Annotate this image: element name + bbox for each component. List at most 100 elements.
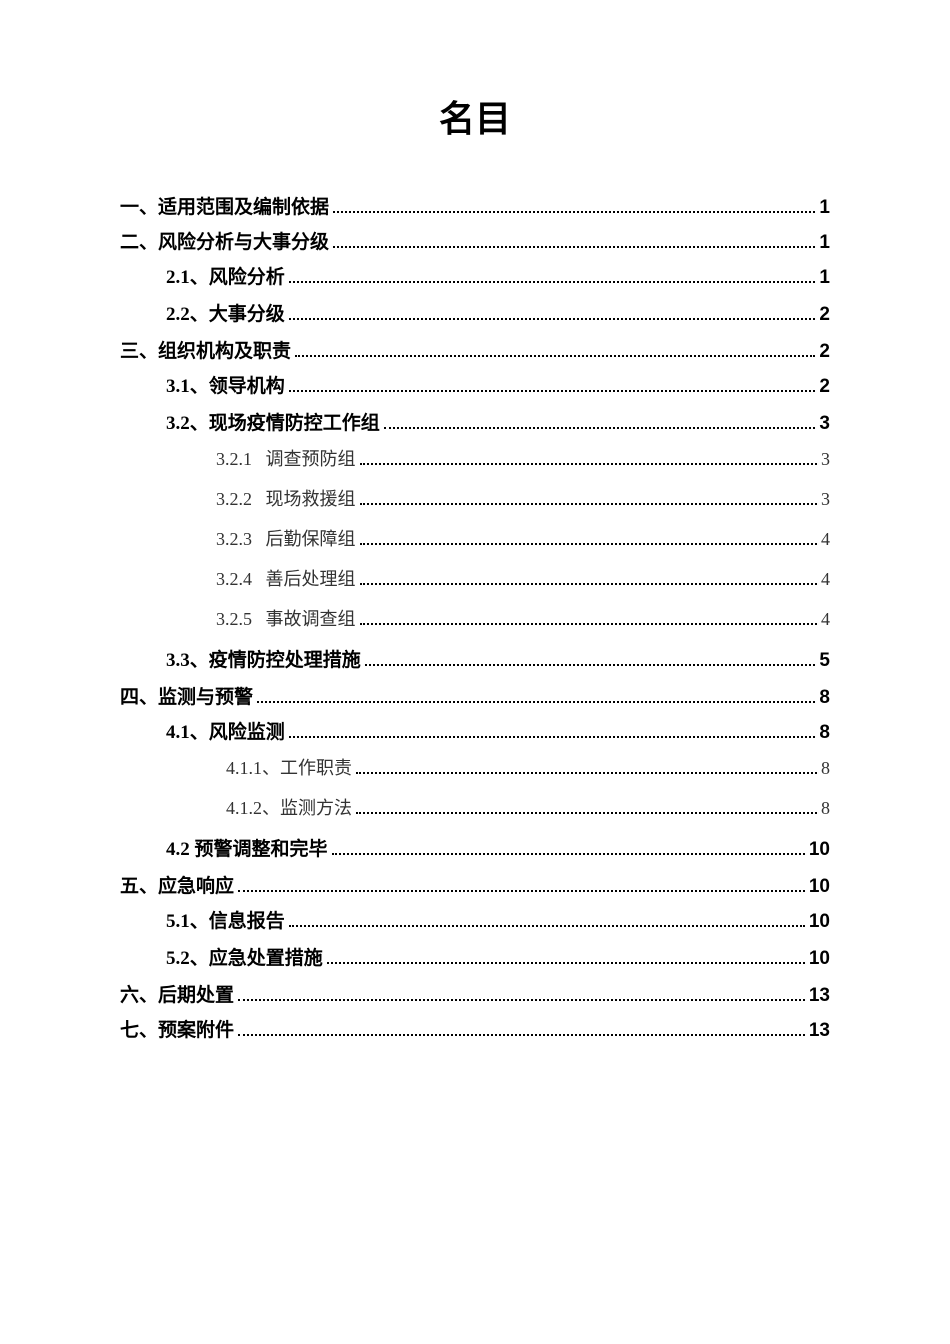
toc-leader <box>295 355 815 357</box>
toc-leader <box>332 853 805 855</box>
toc-title: 名目 <box>120 90 830 142</box>
toc-page-number: 2 <box>819 341 830 363</box>
toc-entry-text: 、监测方法 <box>262 798 352 818</box>
toc-page-number: 3 <box>819 413 830 435</box>
toc-entry: 四、监测与预警 8 <box>120 682 830 709</box>
toc-leader <box>257 701 815 703</box>
toc-entry-text: 调查预防组 <box>266 449 356 469</box>
toc-page-number: 2 <box>819 376 830 398</box>
toc-leader <box>289 318 816 320</box>
toc-entry: 4.2 预警调整和完毕 10 <box>120 834 830 861</box>
toc-entry: 3.2.2 现场救援组 3 <box>120 485 830 511</box>
toc-page-number: 1 <box>819 197 830 219</box>
toc-leader <box>238 999 805 1001</box>
toc-page-number: 4 <box>821 609 830 630</box>
toc-label: 三、组织机构及职责 <box>120 336 291 363</box>
toc-page-number: 13 <box>809 1020 830 1042</box>
toc-label: 3.2.3 后勤保障组 <box>216 525 356 551</box>
toc-entry: 2.2、大事分级 2 <box>120 299 830 326</box>
toc-label: 4.1、风险监测 <box>166 717 285 744</box>
toc-entry-number: 3.2.4 <box>216 569 252 589</box>
toc-label: 3.2.4 善后处理组 <box>216 565 356 591</box>
toc-page-number: 8 <box>819 722 830 744</box>
toc-entry: 3.2.1 调查预防组 3 <box>120 445 830 471</box>
toc-leader <box>327 962 805 964</box>
toc-entry: 3.2.5 事故调查组 4 <box>120 605 830 631</box>
toc-label: 3.1、领导机构 <box>166 371 285 398</box>
toc-entry: 4.1.1、工作职责 8 <box>120 754 830 780</box>
toc-entry: 五、应急响应 10 <box>120 871 830 898</box>
toc-leader <box>360 463 818 465</box>
toc-entry: 3.2.4 善后处理组 4 <box>120 565 830 591</box>
toc-label: 2.1、风险分析 <box>166 262 285 289</box>
toc-entry: 4.1、风险监测 8 <box>120 717 830 744</box>
toc-page-number: 3 <box>821 449 830 470</box>
toc-page-number: 10 <box>809 911 830 933</box>
toc-label: 4.1.1、工作职责 <box>226 754 352 780</box>
toc-entry: 3.1、领导机构 2 <box>120 371 830 398</box>
toc-entry: 3.3、疫情防控处理措施 5 <box>120 645 830 672</box>
toc-label: 3.2、现场疫情防控工作组 <box>166 408 380 435</box>
toc-entry-text: 、工作职责 <box>262 758 352 778</box>
toc-label: 3.2.5 事故调查组 <box>216 605 356 631</box>
toc-entry: 2.1、风险分析1 <box>120 262 830 289</box>
toc-entry: 5.1、信息报告 10 <box>120 906 830 933</box>
toc-entry-number: 3.2.3 <box>216 529 252 549</box>
toc-leader <box>356 772 817 774</box>
toc-label: 七、预案附件 <box>120 1015 234 1042</box>
toc-entry-number: 4.1.1 <box>226 758 262 778</box>
toc-leader <box>238 1034 805 1036</box>
toc-label: 2.2、大事分级 <box>166 299 285 326</box>
toc-entry: 三、组织机构及职责 2 <box>120 336 830 363</box>
toc-leader <box>333 211 815 213</box>
toc-entry: 六、后期处置 13 <box>120 980 830 1007</box>
toc-leader <box>356 812 817 814</box>
toc-label: 六、后期处置 <box>120 980 234 1007</box>
toc-label: 4.2 预警调整和完毕 <box>166 834 328 861</box>
toc-label: 五、应急响应 <box>120 871 234 898</box>
toc-label: 四、监测与预警 <box>120 682 253 709</box>
toc-page-number: 10 <box>809 876 830 898</box>
toc-page-number: 8 <box>819 687 830 709</box>
toc-entry-text: 事故调查组 <box>266 609 356 629</box>
toc-entry-number: 3.2.1 <box>216 449 252 469</box>
toc-leader <box>365 664 816 666</box>
toc-page-number: 4 <box>821 529 830 550</box>
toc-label: 3.2.2 现场救援组 <box>216 485 356 511</box>
toc-page-number: 3 <box>821 489 830 510</box>
toc-label: 4.1.2、监测方法 <box>226 794 352 820</box>
toc-leader <box>360 623 818 625</box>
toc-entry: 3.2、现场疫情防控工作组 3 <box>120 408 830 435</box>
toc-container: 一、适用范围及编制依据 1 二、风险分析与大事分级 1 2.1、风险分析1 2.2、大事分… <box>120 192 830 1042</box>
toc-page-number: 10 <box>809 948 830 970</box>
toc-entry-number: 3.2.2 <box>216 489 252 509</box>
toc-leader <box>289 736 816 738</box>
toc-leader <box>333 246 815 248</box>
toc-page-number: 1 <box>819 232 830 254</box>
toc-entry-text: 后勤保障组 <box>266 529 356 549</box>
toc-entry-number: 3.2.5 <box>216 609 252 629</box>
toc-label: 二、风险分析与大事分级 <box>120 227 329 254</box>
toc-label: 一、适用范围及编制依据 <box>120 192 329 219</box>
toc-entry: 一、适用范围及编制依据 1 <box>120 192 830 219</box>
toc-page-number: 8 <box>821 798 830 819</box>
toc-leader <box>360 583 818 585</box>
toc-entry-text: 善后处理组 <box>266 569 356 589</box>
toc-entry: 3.2.3 后勤保障组 4 <box>120 525 830 551</box>
toc-page-number: 8 <box>821 758 830 779</box>
toc-leader <box>238 890 805 892</box>
toc-page-number: 2 <box>819 304 830 326</box>
toc-entry: 5.2、应急处置措施 10 <box>120 943 830 970</box>
toc-page-number: 13 <box>809 985 830 1007</box>
toc-page-number: 5 <box>819 650 830 672</box>
toc-label: 3.3、疫情防控处理措施 <box>166 645 361 672</box>
toc-leader <box>360 503 818 505</box>
toc-entry-text: 现场救援组 <box>266 489 356 509</box>
toc-label: 5.2、应急处置措施 <box>166 943 323 970</box>
toc-page-number: 4 <box>821 569 830 590</box>
toc-label: 5.1、信息报告 <box>166 906 285 933</box>
toc-page-number: 10 <box>809 839 830 861</box>
toc-entry: 七、预案附件 13 <box>120 1015 830 1042</box>
toc-leader <box>360 543 818 545</box>
toc-entry: 4.1.2、监测方法 8 <box>120 794 830 820</box>
